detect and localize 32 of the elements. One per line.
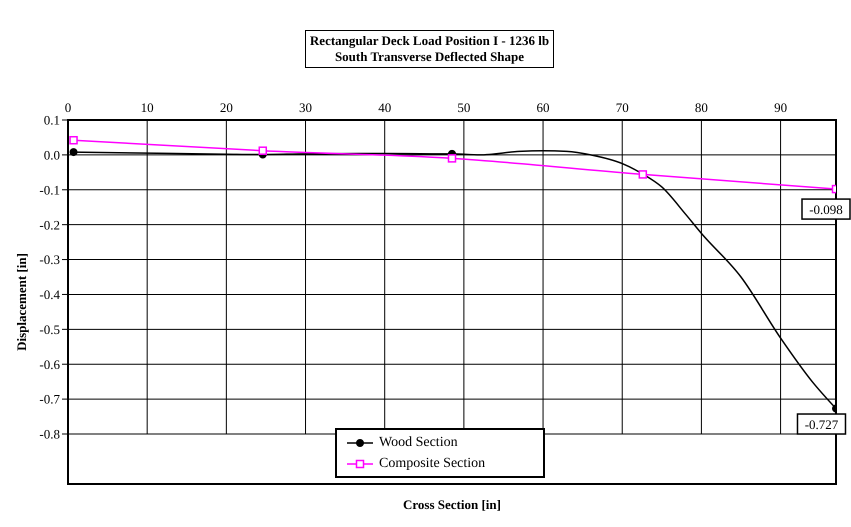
- y-tick-label: -0.5: [39, 322, 60, 337]
- x-tick-label: 90: [774, 100, 788, 115]
- legend-label: Wood Section: [379, 434, 458, 450]
- x-tick-label: 50: [457, 100, 470, 115]
- x-tick-label: 20: [220, 100, 233, 115]
- legend-label: Composite Section: [379, 456, 486, 472]
- y-axis-title: Displacement [in]: [14, 253, 30, 351]
- x-tick-label: 40: [378, 100, 392, 115]
- point: [69, 136, 78, 144]
- point: [638, 170, 648, 179]
- x-tick-label: 60: [536, 100, 550, 115]
- x-tick-label: 30: [299, 100, 312, 115]
- y-tick-label: -0.6: [39, 356, 60, 372]
- y-tick-label: -0.2: [39, 217, 60, 232]
- x-tick-label: 0: [64, 100, 72, 115]
- y-tick-label: -0.7: [39, 392, 60, 407]
- data-label: -0.098: [809, 202, 843, 218]
- point: [70, 148, 78, 156]
- y-tick-label: 0.1: [44, 112, 60, 128]
- x-tick-label: 80: [694, 100, 708, 115]
- x-axis-title: Cross Section [in]: [402, 497, 502, 513]
- y-tick-label: 0.0: [44, 148, 60, 163]
- point: [258, 146, 268, 155]
- point: [448, 154, 456, 163]
- chart-title: Rectangular Deck Load Position I - 1236 lb South Transverse Deflected Shape: [310, 33, 550, 65]
- x-tick-label: 10: [140, 100, 154, 115]
- y-tick-label: -0.4: [39, 287, 60, 302]
- y-tick-label: -0.3: [39, 252, 60, 268]
- data-label: -0.727: [804, 417, 839, 432]
- x-tick-label: 70: [616, 100, 629, 115]
- y-tick-label: -0.8: [39, 426, 60, 442]
- y-tick-label: -0.1: [39, 182, 60, 198]
